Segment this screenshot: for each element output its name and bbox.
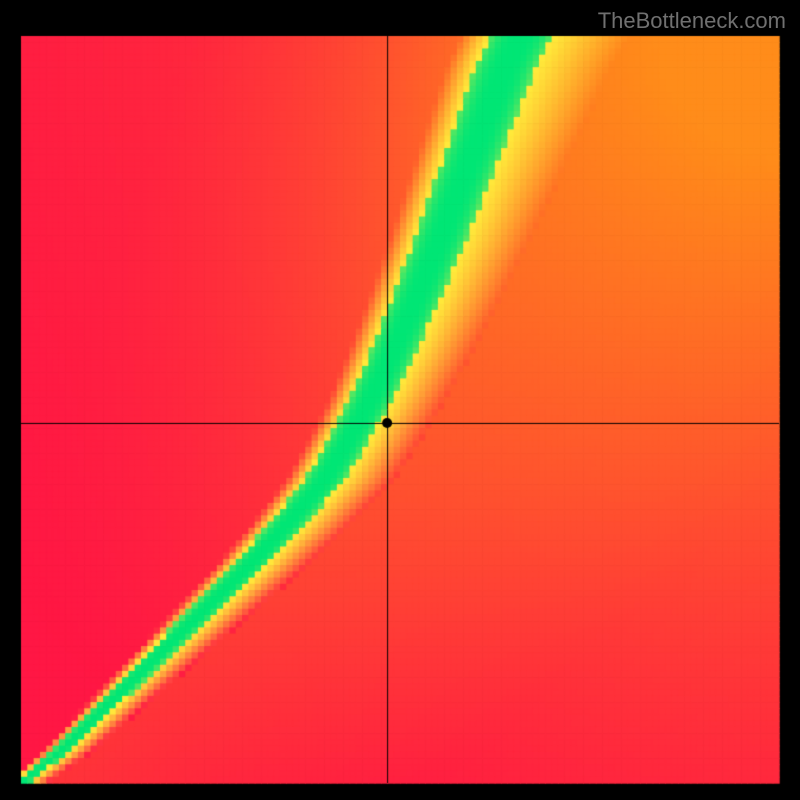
chart-container: TheBottleneck.com — [0, 0, 800, 800]
heatmap-canvas — [0, 0, 800, 800]
watermark-text: TheBottleneck.com — [598, 8, 786, 34]
